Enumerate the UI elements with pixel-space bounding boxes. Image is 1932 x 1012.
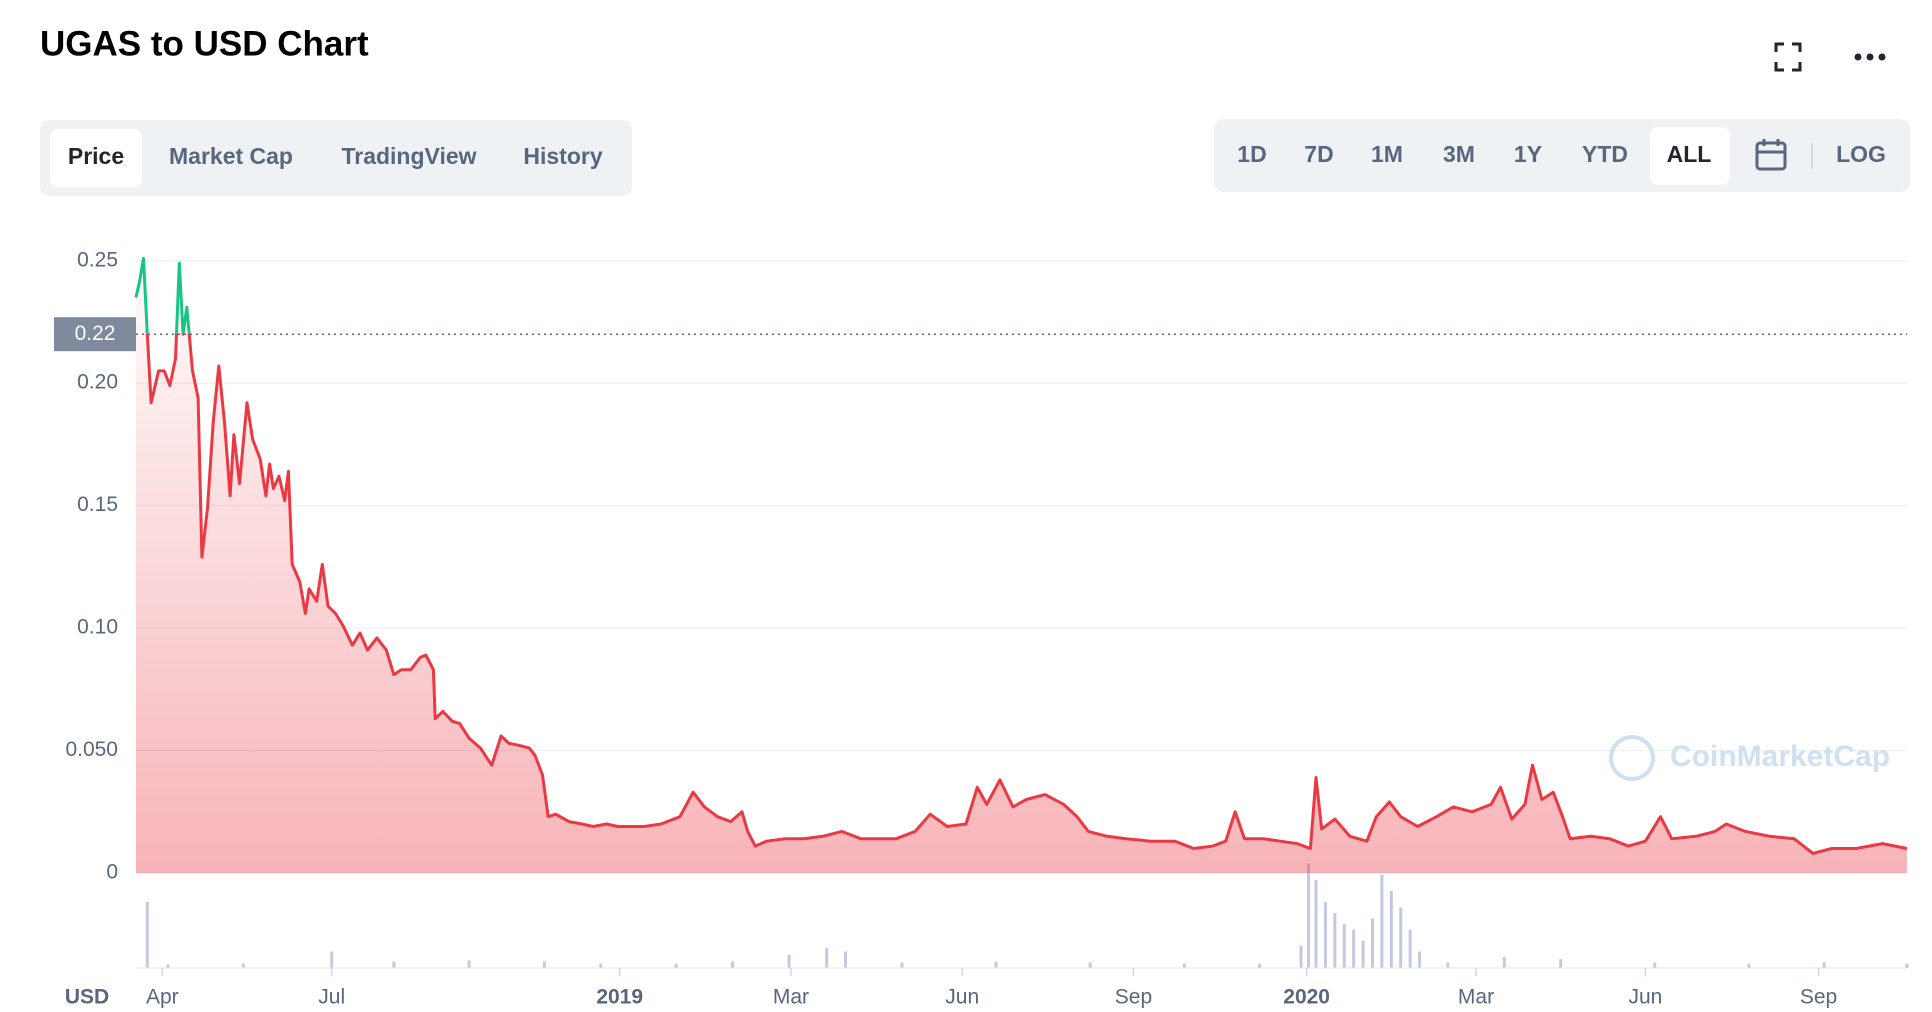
volume-bar <box>731 961 735 968</box>
range-button[interactable]: 1M <box>1371 141 1403 167</box>
volume-bar <box>994 961 998 968</box>
x-tick-label: Sep <box>1800 986 1837 1009</box>
chart-title: UGAS to USD Chart <box>40 24 369 63</box>
range-button[interactable]: 1Y <box>1514 141 1542 167</box>
tab-active-bg <box>50 129 142 187</box>
price-line <box>134 256 1908 855</box>
range-button[interactable]: 3M <box>1443 141 1475 167</box>
x-tick-label: Jun <box>1628 986 1662 1009</box>
y-tick-label: 0 <box>106 861 118 884</box>
x-tick-label: Apr <box>146 986 179 1009</box>
volume-bar <box>1314 880 1318 968</box>
y-tick-label: 0.25 <box>77 248 118 271</box>
volume-bar <box>1380 874 1384 968</box>
y-tick-label: 0.050 <box>65 738 118 761</box>
volume-bar <box>166 964 170 968</box>
y-tick-label: 0.20 <box>77 371 118 394</box>
volume-bar <box>1333 913 1337 968</box>
volume-bar <box>1653 962 1657 968</box>
x-tick-label: Jul <box>318 986 345 1009</box>
y-tick-label: 0.10 <box>77 616 118 639</box>
watermark-logo <box>1609 735 1655 781</box>
volume-bar <box>241 963 245 968</box>
volume-bar <box>599 963 603 968</box>
volume-bar <box>1323 902 1327 968</box>
volume-bar <box>330 951 334 968</box>
volume-bar <box>1088 962 1092 968</box>
watermark: CoinMarketCap <box>1670 740 1890 773</box>
volume-bar <box>1299 946 1303 968</box>
tab-group <box>40 120 632 196</box>
volume-bar <box>1502 957 1506 968</box>
x-tick-label: Sep <box>1115 986 1152 1009</box>
x-tick-label: 2020 <box>1283 986 1330 1009</box>
tab[interactable]: Market Cap <box>169 143 293 169</box>
reference-label: 0.22 <box>75 322 116 345</box>
volume-bar <box>1352 929 1356 968</box>
volume-bar <box>1418 951 1422 968</box>
volume-bar <box>392 961 396 968</box>
volume-bar <box>467 960 471 968</box>
x-tick-label: Jun <box>945 986 979 1009</box>
range-active-bg <box>1650 127 1730 185</box>
volume-bar <box>542 961 546 968</box>
currency-label: USD <box>65 986 109 1009</box>
range-button[interactable]: 1D <box>1237 141 1266 167</box>
range-group <box>1214 119 1910 192</box>
volume-bar <box>787 954 791 968</box>
volume-bar <box>674 963 678 968</box>
volume-bar <box>844 951 848 968</box>
volume-bar <box>1905 963 1909 968</box>
x-tick-label: Mar <box>773 986 809 1009</box>
volume-bar <box>1371 918 1375 968</box>
more-icon[interactable] <box>1854 53 1886 61</box>
log-button[interactable]: LOG <box>1836 141 1886 167</box>
range-button[interactable]: 7D <box>1304 141 1333 167</box>
volume-bar <box>1822 962 1826 968</box>
volume-bar <box>1399 907 1403 968</box>
tab[interactable]: Price <box>68 143 124 169</box>
volume-bar <box>1389 891 1393 968</box>
volume-bar <box>1446 962 1450 968</box>
calendar-icon[interactable] <box>1755 139 1787 171</box>
volume-bar <box>1342 924 1346 968</box>
volume-bar <box>1307 863 1311 968</box>
volume-bar <box>1258 963 1262 968</box>
range-button[interactable]: YTD <box>1582 141 1628 167</box>
tab[interactable]: History <box>523 143 602 169</box>
reference-label-bg <box>54 317 136 352</box>
x-tick-label: 2019 <box>596 986 643 1009</box>
volume-bar <box>1747 963 1751 968</box>
volume-bar <box>900 962 904 968</box>
volume-bar <box>825 948 829 968</box>
y-tick-label: 0.15 <box>77 493 118 516</box>
x-tick-label: Mar <box>1458 986 1494 1009</box>
range-button[interactable]: ALL <box>1667 141 1712 167</box>
volume-bar <box>1361 940 1365 968</box>
volume-bar <box>1408 929 1412 968</box>
volume-bar <box>1559 959 1563 968</box>
expand-icon[interactable] <box>1774 42 1802 72</box>
volume-bar <box>1182 963 1186 968</box>
volume-bar <box>145 902 149 968</box>
price-area <box>136 258 1907 873</box>
tab[interactable]: TradingView <box>341 143 476 169</box>
